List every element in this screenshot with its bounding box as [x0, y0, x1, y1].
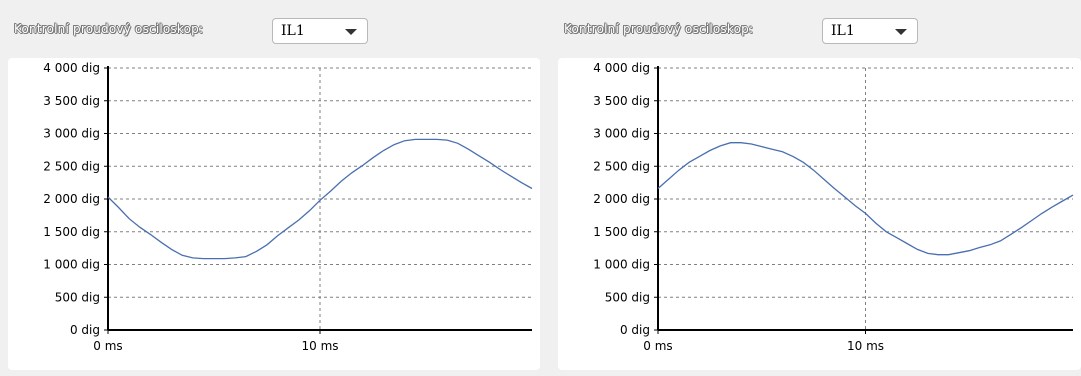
series-line — [107, 138, 533, 260]
y-tick-label: 500 dig — [605, 290, 650, 304]
y-tick-label: 0 dig — [70, 323, 100, 337]
y-tick-label: 3 500 dig — [43, 94, 100, 108]
oscilloscope-label: Kontrolní proudový osciloskop: — [564, 22, 754, 36]
y-tick-label: 4 000 dig — [593, 61, 650, 75]
y-tick-label: 3 000 dig — [43, 127, 100, 141]
chart-area: 0 dig 500 dig 1 000 dig 1 500 dig 2 000 dig 2… — [8, 58, 540, 370]
channel-select[interactable]: IL1 — [272, 18, 368, 44]
y-tick-label: 3 500 dig — [593, 94, 650, 108]
series-line — [657, 142, 1074, 256]
y-tick-label: 500 dig — [55, 290, 100, 304]
y-tick-label: 1 500 dig — [43, 225, 100, 239]
oscilloscope-panel-2: Kontrolní proudový osciloskop: IL1 0 dig… — [550, 0, 1081, 376]
oscilloscope-panel-1: Kontrolní proudový osciloskop: IL1 0 dig… — [0, 0, 540, 376]
oscilloscope-label: Kontrolní proudový osciloskop: — [14, 22, 204, 36]
chart-area: 0 dig 500 dig 1 000 dig 1 500 dig 2 000 dig 2… — [558, 58, 1081, 370]
y-tick-label: 1 500 dig — [593, 225, 650, 239]
channel-select-value: IL1 — [831, 23, 855, 39]
x-tick-label: 10 ms — [301, 339, 338, 353]
y-tick-label: 2 500 dig — [43, 159, 100, 173]
x-tick-label: 0 ms — [643, 339, 672, 353]
y-tick-label: 0 dig — [620, 323, 650, 337]
y-tick-label: 4 000 dig — [43, 61, 100, 75]
oscilloscope-chart: 0 dig 500 dig 1 000 dig 1 500 dig 2 000 dig 2… — [43, 61, 533, 353]
chevron-down-icon[interactable] — [895, 29, 907, 35]
chevron-down-icon[interactable] — [345, 29, 357, 35]
channel-select-value: IL1 — [281, 23, 305, 39]
x-tick-label: 0 ms — [93, 339, 122, 353]
y-tick-label: 3 000 dig — [593, 127, 650, 141]
y-tick-label: 2 000 dig — [593, 192, 650, 206]
y-tick-label: 2 500 dig — [593, 159, 650, 173]
oscilloscope-chart: 0 dig 500 dig 1 000 dig 1 500 dig 2 000 dig 2… — [593, 61, 1074, 353]
x-tick-label: 10 ms — [847, 339, 884, 353]
y-tick-label: 1 000 dig — [593, 258, 650, 272]
y-tick-label: 2 000 dig — [43, 192, 100, 206]
channel-select[interactable]: IL1 — [822, 18, 918, 44]
y-tick-label: 1 000 dig — [43, 258, 100, 272]
